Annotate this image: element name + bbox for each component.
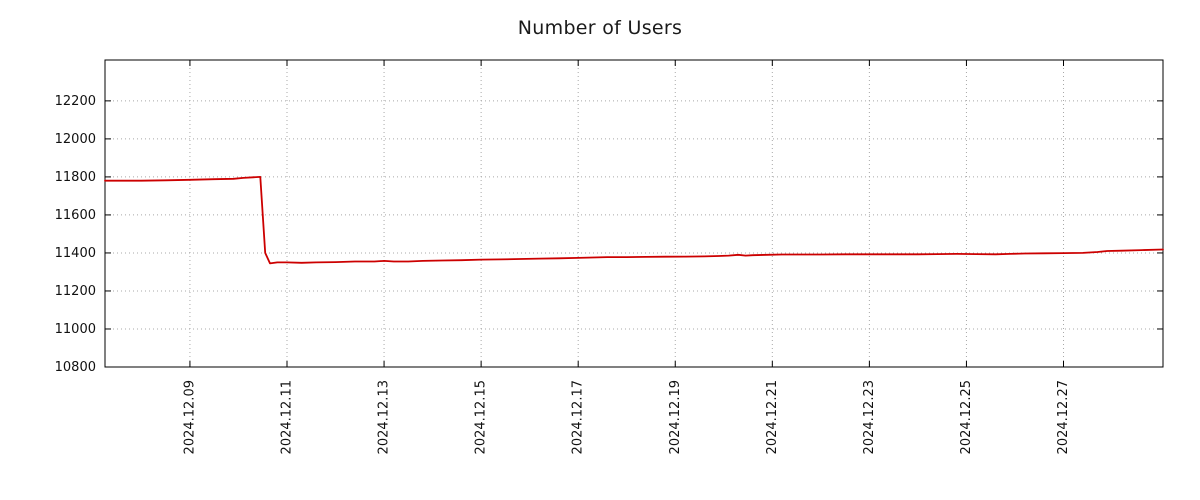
plot-border — [104, 59, 1164, 368]
x-tick-label: 2024.12.25 — [959, 380, 974, 454]
x-tick-label: 2024.12.13 — [377, 380, 392, 454]
y-tick-label: 11200 — [55, 284, 96, 299]
y-tick-label: 11400 — [55, 246, 96, 261]
x-tick-label: 2024.12.27 — [1056, 380, 1071, 454]
y-tick-label: 11600 — [55, 208, 96, 223]
y-tick-label: 12200 — [55, 94, 96, 109]
chart-title: Number of Users — [517, 17, 683, 39]
x-tick-label: 2024.12.23 — [862, 380, 877, 454]
y-tick-label: 11800 — [55, 170, 96, 185]
x-tick-label: 2024.12.17 — [571, 380, 586, 454]
y-tick-label: 10800 — [55, 360, 96, 375]
x-tick-label: 2024.12.15 — [474, 380, 489, 454]
x-tick-label: 2024.12.09 — [182, 380, 197, 454]
x-tick-label: 2024.12.21 — [765, 380, 780, 454]
y-tick-label: 12000 — [55, 132, 96, 147]
x-tick-label: 2024.12.19 — [668, 380, 683, 454]
y-tick-label: 11000 — [55, 322, 96, 337]
x-tick-label: 2024.12.11 — [279, 380, 294, 454]
series-line-number-of-users — [104, 175, 1164, 265]
